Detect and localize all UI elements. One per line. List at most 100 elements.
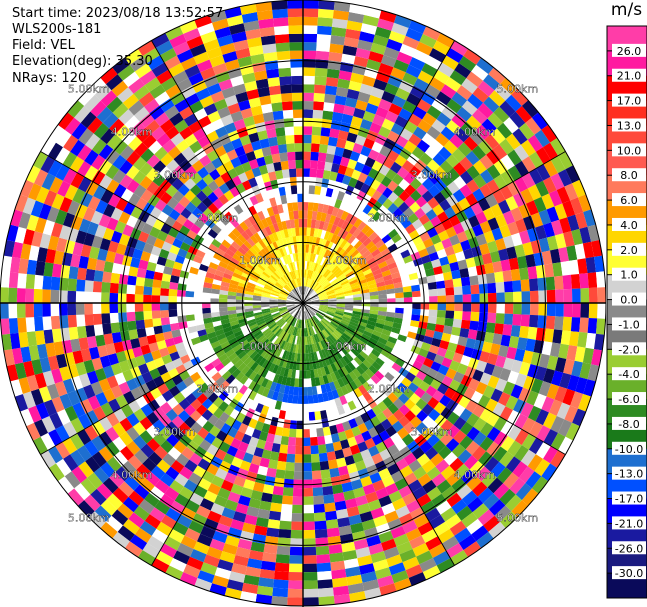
velocity-gate xyxy=(300,311,303,320)
velocity-gate xyxy=(401,234,413,245)
velocity-gate xyxy=(505,395,519,410)
velocity-gate xyxy=(250,325,260,333)
velocity-gate xyxy=(377,401,388,412)
velocity-gate xyxy=(335,294,345,298)
velocity-gate xyxy=(387,303,396,308)
velocity-gate xyxy=(341,53,356,65)
velocity-gate xyxy=(145,119,160,135)
velocity-gate xyxy=(265,235,273,245)
velocity-gate xyxy=(437,528,455,544)
velocity-gate xyxy=(327,296,337,300)
velocity-gate xyxy=(348,371,358,381)
velocity-gate xyxy=(25,274,36,289)
velocity-gate xyxy=(464,366,476,379)
velocity-gate xyxy=(265,361,273,371)
velocity-gate xyxy=(339,533,354,545)
velocity-gate xyxy=(432,439,446,454)
velocity-gate xyxy=(279,278,287,286)
velocity-gate xyxy=(296,244,301,253)
velocity-gate xyxy=(391,362,402,373)
velocity-gate xyxy=(130,257,141,268)
velocity-gate xyxy=(254,287,263,293)
velocity-gate xyxy=(563,288,573,303)
colorbar-label-bg xyxy=(612,342,646,356)
velocity-gate xyxy=(246,88,260,100)
velocity-gate xyxy=(53,341,65,356)
velocity-gate xyxy=(133,218,146,232)
velocity-gate xyxy=(398,201,410,213)
velocity-gate xyxy=(394,14,412,28)
velocity-gate xyxy=(223,200,234,212)
velocity-gate xyxy=(398,178,410,191)
velocity-gate xyxy=(331,407,340,417)
velocity-gate xyxy=(303,378,308,388)
velocity-gate xyxy=(419,283,429,291)
velocity-gate xyxy=(84,94,101,112)
velocity-gate xyxy=(357,39,373,51)
velocity-gate xyxy=(319,135,330,146)
velocity-gate xyxy=(329,334,337,343)
velocity-gate xyxy=(370,295,379,300)
velocity-gate xyxy=(473,417,487,432)
velocity-gate xyxy=(344,232,353,242)
velocity-gate xyxy=(468,215,480,228)
colorbar-label-bg xyxy=(612,441,646,455)
velocity-gate xyxy=(312,316,318,325)
velocity-gate xyxy=(258,431,269,442)
velocity-gate xyxy=(193,255,203,264)
velocity-gate xyxy=(268,424,277,435)
velocity-gate xyxy=(333,181,342,191)
velocity-gate xyxy=(109,282,119,294)
velocity-gate xyxy=(142,352,154,364)
velocity-gate xyxy=(266,407,275,417)
velocity-gate xyxy=(314,377,321,387)
velocity-gate xyxy=(47,355,60,371)
velocity-gate xyxy=(134,239,146,251)
velocity-gate xyxy=(235,47,251,60)
velocity-gate xyxy=(357,258,367,267)
velocity-gate xyxy=(348,418,358,429)
velocity-gate xyxy=(68,266,79,280)
velocity-gate xyxy=(112,531,130,549)
velocity-gate xyxy=(241,433,252,445)
velocity-gate xyxy=(446,543,464,559)
velocity-gate xyxy=(556,186,571,204)
velocity-gate xyxy=(241,365,250,375)
velocity-gate xyxy=(520,279,530,292)
velocity-gate xyxy=(255,332,264,341)
velocity-gate xyxy=(287,254,293,263)
velocity-gate xyxy=(350,479,363,490)
velocity-gate xyxy=(144,77,161,92)
velocity-gate xyxy=(349,321,358,327)
velocity-gate xyxy=(361,193,372,205)
velocity-gate xyxy=(499,100,516,118)
velocity-gate xyxy=(493,431,508,447)
velocity-gate xyxy=(512,461,528,478)
velocity-gate xyxy=(563,359,575,375)
velocity-gate xyxy=(1,255,13,273)
velocity-gate xyxy=(188,472,202,486)
velocity-gate xyxy=(165,565,184,580)
velocity-gate xyxy=(471,348,482,361)
velocity-gate xyxy=(244,514,258,526)
velocity-gate xyxy=(315,545,330,556)
velocity-gate xyxy=(293,309,299,318)
velocity-gate xyxy=(348,246,357,256)
velocity-gate xyxy=(394,115,409,129)
velocity-gate xyxy=(597,303,606,319)
velocity-gate xyxy=(267,519,281,529)
velocity-gate xyxy=(336,457,347,468)
velocity-gate xyxy=(192,80,208,93)
velocity-gate xyxy=(202,303,211,309)
velocity-gate xyxy=(308,270,312,279)
velocity-gate xyxy=(112,154,127,170)
velocity-gate xyxy=(270,502,282,513)
velocity-gate xyxy=(327,309,336,314)
velocity-gate xyxy=(273,271,281,280)
velocity-gate xyxy=(333,316,342,323)
velocity-gate xyxy=(298,387,303,396)
velocity-gate xyxy=(405,28,423,42)
velocity-gate xyxy=(200,258,211,267)
velocity-gate xyxy=(262,484,274,495)
colorbar-tick-label: -10.0 xyxy=(615,443,643,456)
